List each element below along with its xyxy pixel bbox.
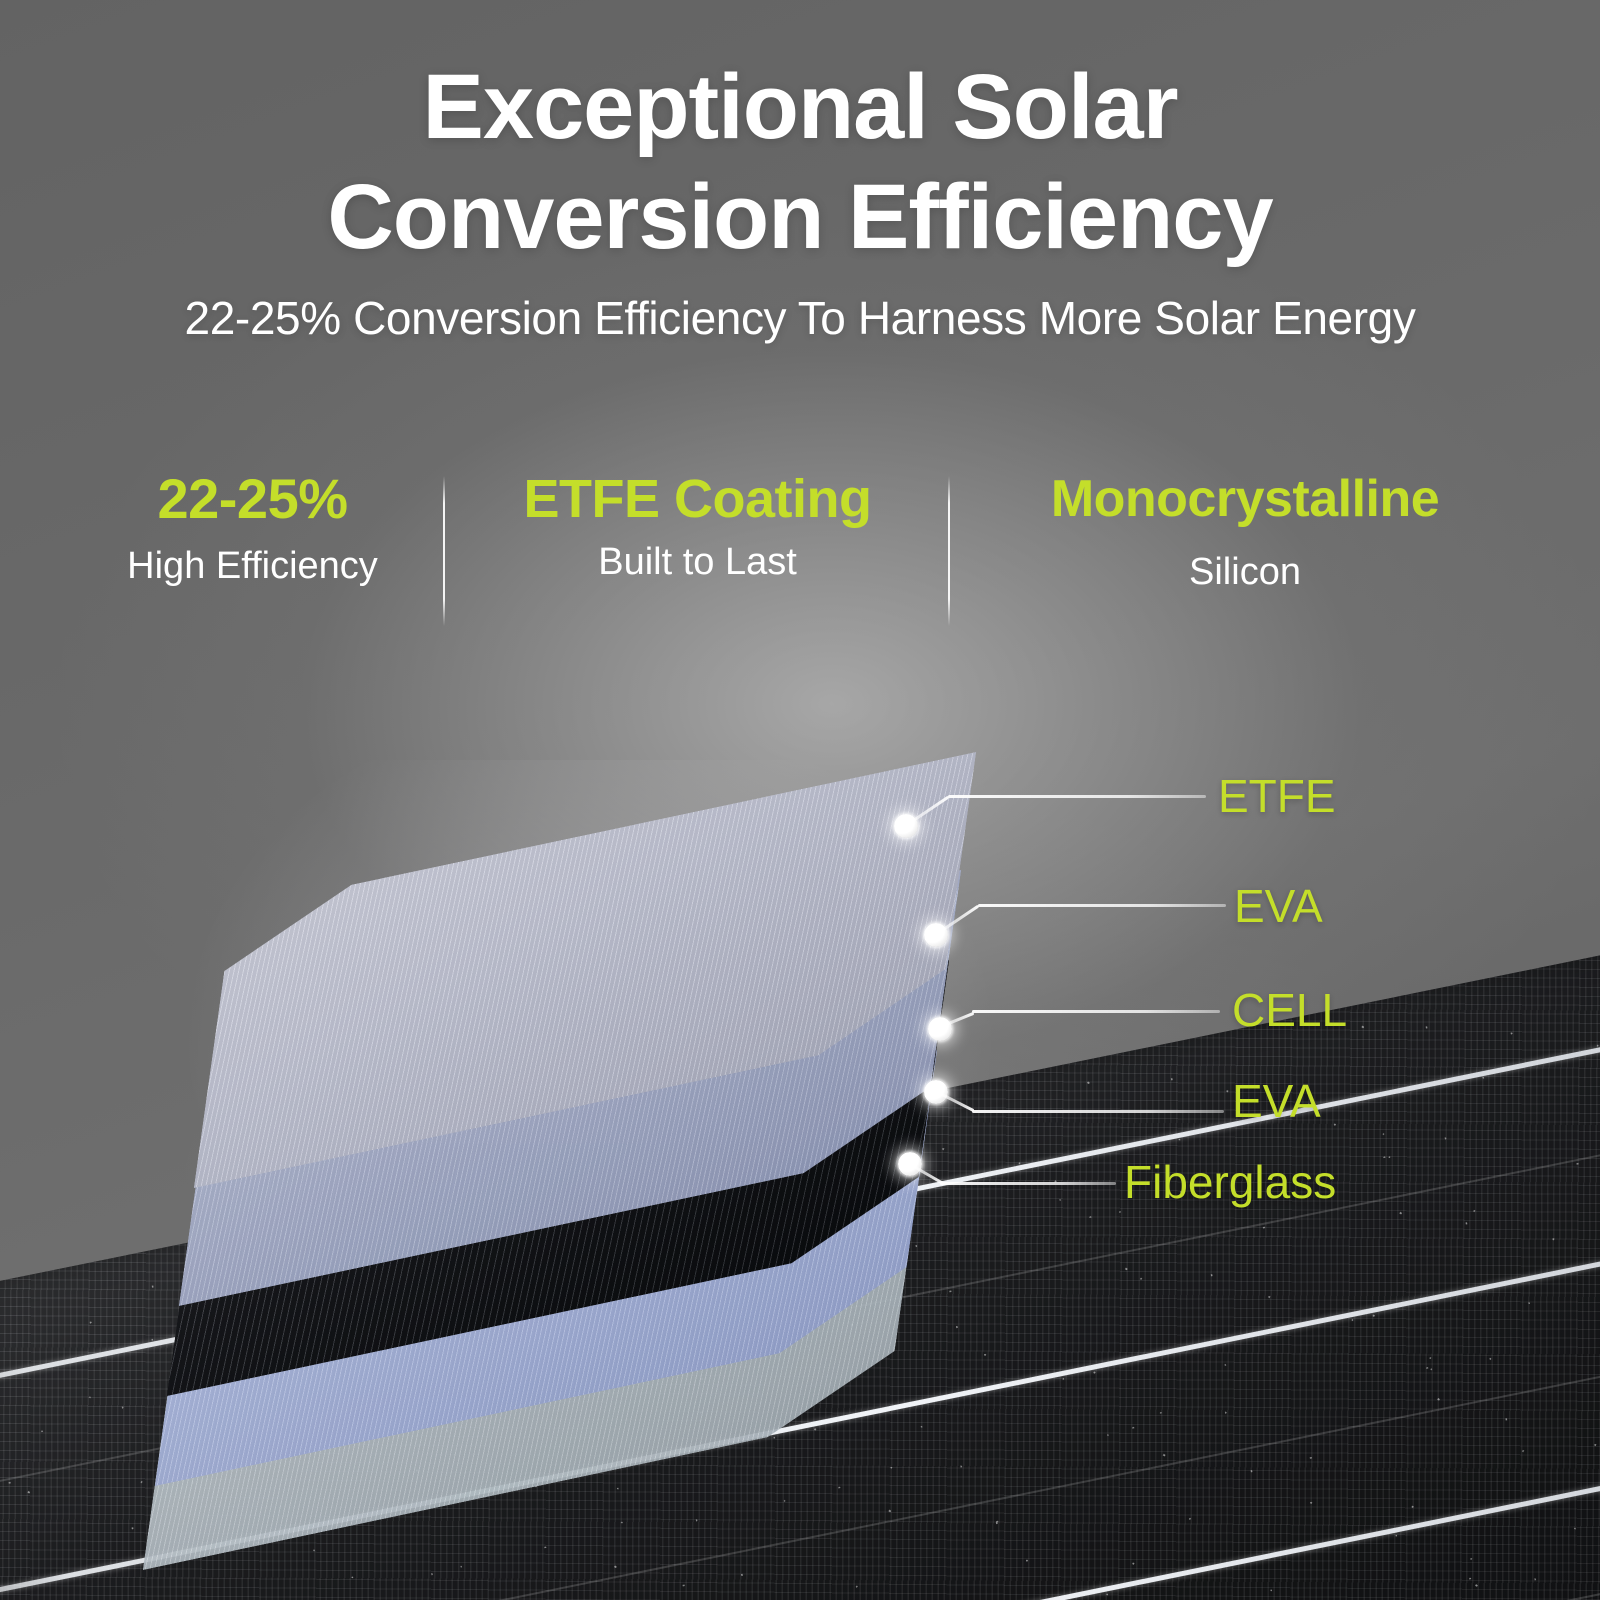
feature-caption-efficiency: High Efficiency bbox=[127, 545, 378, 587]
feature-item-etfe: ETFE Coating Built to Last bbox=[445, 466, 950, 586]
callout-label-cell: CELL bbox=[1232, 984, 1348, 1036]
title-line-1: Exceptional Solar bbox=[422, 56, 1178, 158]
callout-leader-diagonal-eva-bottom bbox=[939, 1092, 975, 1113]
feature-value-monocrystalline: Monocrystalline bbox=[1050, 470, 1440, 528]
callout-leader-diagonal-cell bbox=[945, 1011, 975, 1026]
feature-divider-2 bbox=[948, 476, 950, 626]
callout-group: ETFE EVA CELL EVA Fiberglass bbox=[0, 640, 1600, 1600]
page-title: Exceptional Solar Conversion Efficiency bbox=[0, 0, 1600, 272]
feature-value-etfe: ETFE Coating bbox=[523, 469, 872, 529]
callout-label-etfe: ETFE bbox=[1218, 770, 1336, 822]
feature-caption-etfe: Built to Last bbox=[598, 541, 797, 583]
callout-leader-diagonal-fiberglass bbox=[911, 1164, 944, 1185]
title-line-2: Conversion Efficiency bbox=[327, 166, 1273, 268]
feature-row: 22-25% High Efficiency ETFE Coating Buil… bbox=[60, 466, 1540, 634]
feature-caption-monocrystalline: Silicon bbox=[1189, 551, 1301, 593]
callout-label-eva-top: EVA bbox=[1234, 880, 1323, 932]
header-block: Exceptional Solar Conversion Efficiency … bbox=[0, 0, 1600, 346]
feature-value-efficiency: 22-25% bbox=[157, 467, 348, 530]
callout-dot-eva-bottom bbox=[924, 1080, 948, 1104]
feature-item-monocrystalline: Monocrystalline Silicon bbox=[950, 466, 1540, 596]
callout-leader-line-eva-top bbox=[978, 904, 1226, 907]
callout-leader-line-cell bbox=[972, 1010, 1220, 1013]
feature-divider-1 bbox=[443, 476, 445, 626]
callout-label-eva-bottom: EVA bbox=[1232, 1075, 1321, 1127]
callout-leader-diagonal-eva-top bbox=[941, 904, 980, 932]
callout-leader-line-eva-bottom bbox=[972, 1110, 1224, 1113]
callout-label-fiberglass: Fiberglass bbox=[1124, 1156, 1337, 1208]
page-subtitle: 22-25% Conversion Efficiency To Harness … bbox=[184, 292, 1416, 344]
callout-leader-line-etfe bbox=[948, 795, 1206, 798]
callout-leader-diagonal-etfe bbox=[911, 795, 950, 823]
callout-leader-line-fiberglass bbox=[940, 1182, 1116, 1185]
callout-dot-fiberglass bbox=[898, 1152, 922, 1176]
feature-item-efficiency: 22-25% High Efficiency bbox=[60, 466, 445, 590]
